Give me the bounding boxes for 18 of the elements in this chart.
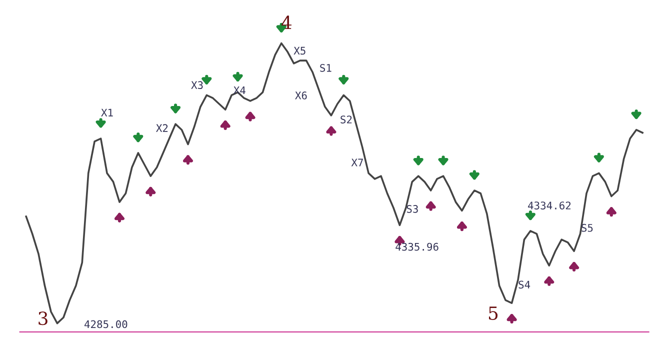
annotation: X5 [294, 46, 306, 55]
annotation: 4335.96 [396, 242, 438, 251]
annotation: S5 [582, 224, 593, 232]
annotation: X1 [101, 108, 113, 116]
annotation: X3 [191, 81, 203, 90]
annotation: S3 [406, 205, 418, 213]
annotation: 5 [488, 306, 498, 320]
annotation: 4285.00 [84, 320, 128, 328]
annotation: X6 [295, 91, 307, 100]
annotation: S4 [518, 280, 530, 289]
text: 4 [281, 16, 292, 30]
annotation: X4 [233, 86, 246, 94]
annotation: X7 [351, 158, 363, 166]
annotation: S2 [340, 116, 352, 124]
annotation: 4334.62 [528, 202, 571, 210]
annotation: S1 [320, 64, 332, 72]
annotation: X2 [156, 124, 168, 132]
annotation: 3 [38, 312, 48, 326]
